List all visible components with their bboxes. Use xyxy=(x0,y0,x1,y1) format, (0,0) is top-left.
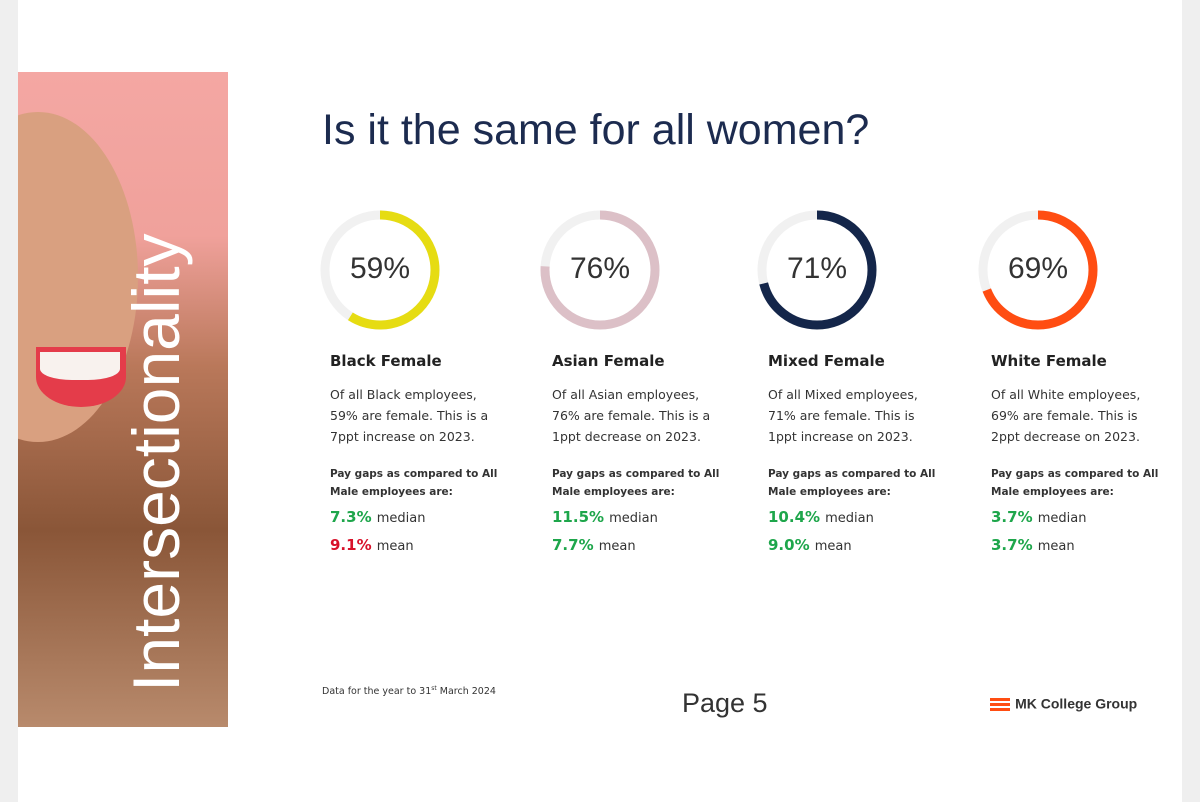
median-value: 10.4% xyxy=(768,508,821,526)
mean-value: 9.0% xyxy=(768,536,810,554)
median-value: 11.5% xyxy=(552,508,605,526)
description-line: 71% are female. This is xyxy=(768,408,915,423)
description-line: 59% are female. This is a xyxy=(330,408,489,423)
pay-gap-heading: Male employees are: xyxy=(552,486,675,498)
median-value: 7.3% xyxy=(330,508,372,526)
median-term: median xyxy=(825,511,874,526)
mean-term: mean xyxy=(376,539,414,554)
page-number: Page 5 xyxy=(682,688,768,718)
description-line: Of all Asian employees, xyxy=(552,387,700,402)
description-line: 1ppt increase on 2023. xyxy=(768,429,913,444)
description-line: Of all Mixed employees, xyxy=(768,387,918,402)
pay-gap-heading: Pay gaps as compared to All xyxy=(330,468,498,480)
logo-icon xyxy=(990,697,1010,711)
group-name: White Female xyxy=(991,352,1107,370)
description-line: 76% are female. This is a xyxy=(552,408,711,423)
sidebar-photo: Intersectionality xyxy=(18,72,228,727)
logo: MK College Group xyxy=(990,693,1137,712)
group-name: Black Female xyxy=(330,352,442,370)
sidebar-label: Intersectionality xyxy=(119,233,193,692)
median-term: median xyxy=(376,511,426,526)
logo-text: MK College Group xyxy=(1015,695,1138,712)
mean-term: mean xyxy=(814,539,852,554)
pay-gap-heading: Male employees are: xyxy=(330,486,453,498)
note-text: Data for the year to 31 xyxy=(322,686,432,698)
group-name: Mixed Female xyxy=(768,352,885,370)
description-line: 69% are female. This is xyxy=(991,408,1138,423)
pay-gap-heading: Pay gaps as compared to All xyxy=(991,468,1159,480)
median-row: 11.5% median xyxy=(552,507,658,526)
median-term: median xyxy=(1037,511,1087,526)
median-value: 3.7% xyxy=(991,508,1033,526)
mean-value: 3.7% xyxy=(991,536,1033,554)
median-row: 7.3% median xyxy=(330,507,425,526)
pay-gap-heading: Pay gaps as compared to All xyxy=(552,468,720,480)
description-line: Of all White employees, xyxy=(991,387,1141,402)
mean-row: 9.0% mean xyxy=(768,535,852,554)
description-line: 2ppt decrease on 2023. xyxy=(991,429,1140,444)
mean-term: mean xyxy=(1037,539,1075,554)
mean-term: mean xyxy=(598,539,636,554)
footer-note: Data for the year to 31st March 2024 xyxy=(322,685,496,697)
photo-teeth xyxy=(40,352,120,380)
page-title: Is it the same for all women? xyxy=(322,106,870,154)
note-text: March 2024 xyxy=(436,686,496,698)
pay-gap-heading: Male employees are: xyxy=(768,486,891,498)
mean-value: 9.1% xyxy=(330,536,372,554)
median-row: 3.7% median xyxy=(991,507,1086,526)
group-name: Asian Female xyxy=(552,352,665,370)
description-line: Of all Black employees, xyxy=(330,387,477,402)
description-line: 1ppt decrease on 2023. xyxy=(552,429,701,444)
pay-gap-heading: Pay gaps as compared to All xyxy=(768,468,936,480)
mean-row: 3.7% mean xyxy=(991,535,1075,554)
median-term: median xyxy=(609,511,658,526)
mean-row: 9.1% mean xyxy=(330,535,414,554)
mean-value: 7.7% xyxy=(552,536,594,554)
note-sup: st xyxy=(431,685,437,692)
median-row: 10.4% median xyxy=(768,507,874,526)
description-line: 7ppt increase on 2023. xyxy=(330,429,475,444)
pay-gap-heading: Male employees are: xyxy=(991,486,1114,498)
mean-row: 7.7% mean xyxy=(552,535,636,554)
